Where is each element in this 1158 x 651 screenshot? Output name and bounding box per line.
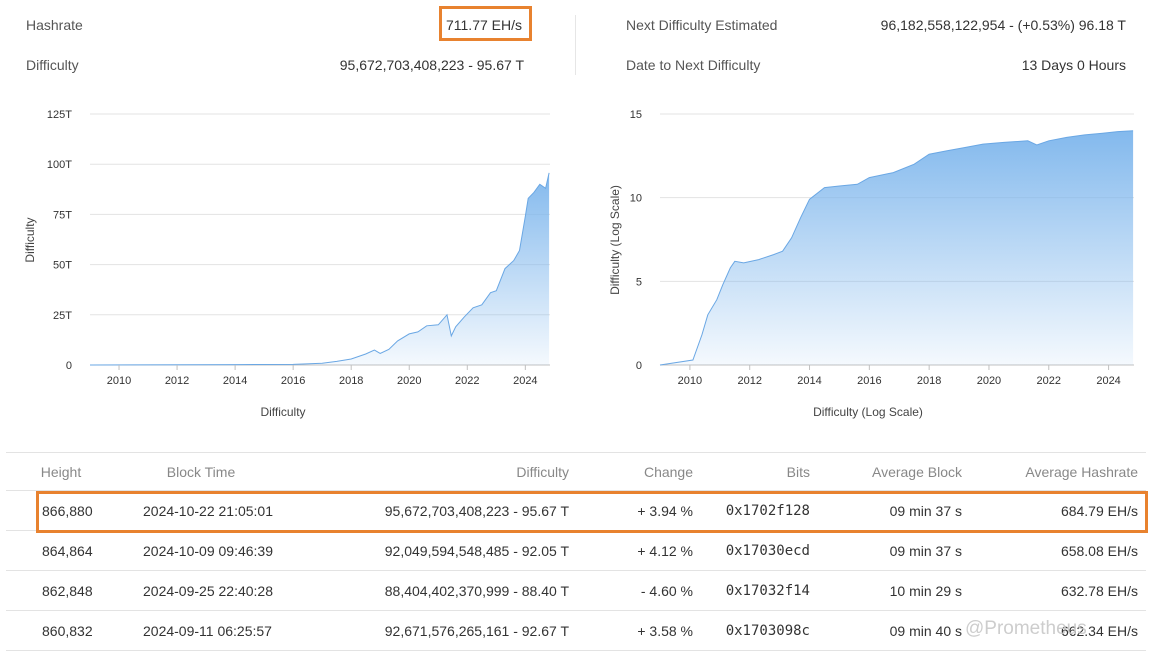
average-hashrate-cell: 658.08 EH/s bbox=[962, 530, 1146, 571]
stats-panel: Hashrate 711.77 EH/s Difficulty 95,672,7… bbox=[0, 0, 1158, 85]
bits-cell: 0x17030ecd bbox=[693, 530, 810, 571]
col-block-time[interactable]: Block Time bbox=[116, 452, 286, 491]
difficulty-line bbox=[89, 172, 550, 366]
block-time-cell: 2024-09-25 22:40:28 bbox=[116, 570, 286, 611]
x-tick-label: 2024 bbox=[1096, 375, 1120, 387]
x-tick-label: 2018 bbox=[339, 375, 363, 387]
difficulty-cell: 92,049,594,548,485 - 92.05 T bbox=[286, 530, 569, 571]
x-tick-label: 2022 bbox=[455, 375, 479, 387]
col-difficulty[interactable]: Difficulty bbox=[286, 452, 569, 491]
x-tick-label: 2024 bbox=[513, 375, 537, 387]
y-tick-label: 0 bbox=[636, 360, 642, 372]
table-row: 862,848 2024-09-25 22:40:28 88,404,402,370… bbox=[6, 570, 1146, 611]
y-tick-label: 0 bbox=[66, 360, 72, 372]
stats-divider bbox=[575, 15, 576, 75]
x-tick-label: 2012 bbox=[165, 375, 189, 387]
log-x-title: Difficulty (Log Scale) bbox=[813, 405, 923, 419]
col-average-block[interactable]: Average Block bbox=[810, 452, 962, 491]
table-row: 864,864 2024-10-09 09:46:39 92,049,594,548… bbox=[6, 530, 1146, 571]
x-tick-label: 2014 bbox=[223, 375, 247, 387]
x-tick-label: 2022 bbox=[1037, 375, 1061, 387]
x-tick-label: 2018 bbox=[917, 375, 941, 387]
date-next-label: Date to Next Difficulty bbox=[626, 57, 761, 73]
difficulty-x-title: Difficulty bbox=[260, 405, 305, 419]
next-difficulty-value: 96,182,558,122,954 - (+0.53%) 96.18 T bbox=[880, 17, 1126, 33]
change-cell: + 3.58 % bbox=[569, 610, 693, 651]
y-tick-label: 25T bbox=[53, 310, 72, 322]
bits-cell: 0x1703098c bbox=[693, 610, 810, 651]
difficulty-value: 95,672,703,408,223 - 95.67 T bbox=[339, 57, 524, 73]
difficulty-area bbox=[90, 172, 550, 365]
log-difficulty-area bbox=[660, 130, 1134, 365]
x-tick-label: 2020 bbox=[397, 375, 421, 387]
difficulty-y-title: Difficulty bbox=[23, 217, 37, 262]
average-hashrate-cell: 632.78 EH/s bbox=[962, 570, 1146, 611]
x-tick-label: 2014 bbox=[797, 375, 821, 387]
difficulty-chart: 2010 2012 2014 2016 2018 2020 2022 2024 0 25T 50T… bbox=[23, 109, 550, 419]
y-tick-label: 50T bbox=[53, 260, 72, 272]
block-height-link[interactable]: 862,848 bbox=[6, 570, 116, 611]
y-tick-label: 5 bbox=[636, 276, 642, 288]
x-tick-label: 2012 bbox=[737, 375, 761, 387]
x-tick-label: 2016 bbox=[281, 375, 305, 387]
average-block-cell: 10 min 29 s bbox=[810, 570, 962, 611]
difficulty-cell: 92,671,576,265,161 - 92.67 T bbox=[286, 610, 569, 651]
table-row: 866,880 2024-10-22 21:05:01 95,672,703,408… bbox=[6, 490, 1146, 531]
change-cell: + 3.94 % bbox=[569, 490, 693, 531]
col-change[interactable]: Change bbox=[569, 452, 693, 491]
average-block-cell: 09 min 37 s bbox=[810, 530, 962, 571]
y-tick-label: 15 bbox=[630, 109, 642, 121]
average-block-cell: 09 min 37 s bbox=[810, 490, 962, 531]
y-tick-label: 75T bbox=[53, 209, 72, 221]
average-hashrate-cell: 684.79 EH/s bbox=[962, 490, 1146, 531]
next-difficulty-label: Next Difficulty Estimated bbox=[626, 17, 778, 33]
col-bits[interactable]: Bits bbox=[693, 452, 810, 491]
difficulty-label: Difficulty bbox=[26, 57, 79, 73]
block-height-link[interactable]: 866,880 bbox=[6, 490, 116, 531]
hashrate-value: 711.77 EH/s bbox=[445, 17, 522, 33]
y-tick-label: 125T bbox=[47, 109, 72, 121]
block-time-cell: 2024-10-09 09:46:39 bbox=[116, 530, 286, 571]
block-height-link[interactable]: 860,832 bbox=[6, 610, 116, 651]
col-height[interactable]: Height bbox=[6, 452, 116, 491]
x-tick-label: 2016 bbox=[857, 375, 881, 387]
difficulty-table: Height Block Time Difficulty Change Bits… bbox=[6, 452, 1146, 651]
y-tick-label: 100T bbox=[47, 159, 72, 171]
change-cell: - 4.60 % bbox=[569, 570, 693, 611]
bits-cell: 0x1702f128 bbox=[693, 490, 810, 531]
block-time-cell: 2024-09-11 06:25:57 bbox=[116, 610, 286, 651]
hashrate-highlight bbox=[439, 6, 532, 41]
table-header-row: Height Block Time Difficulty Change Bits… bbox=[6, 452, 1146, 491]
block-height-link[interactable]: 864,864 bbox=[6, 530, 116, 571]
bits-cell: 0x17032f14 bbox=[693, 570, 810, 611]
row-highlight bbox=[36, 491, 1148, 533]
average-hashrate-cell: 662.34 EH/s bbox=[962, 610, 1146, 651]
log-difficulty-chart: 2010 2012 2014 2016 2018 2020 2022 2024 051015 … bbox=[608, 109, 1134, 419]
log-y-title: Difficulty (Log Scale) bbox=[608, 185, 622, 295]
difficulty-cell: 88,404,402,370,999 - 88.40 T bbox=[286, 570, 569, 611]
average-block-cell: 09 min 40 s bbox=[810, 610, 962, 651]
date-next-value: 13 Days 0 Hours bbox=[1021, 57, 1126, 73]
x-tick-label: 2020 bbox=[977, 375, 1001, 387]
hashrate-label: Hashrate bbox=[26, 17, 83, 33]
x-tick-label: 2010 bbox=[678, 375, 702, 387]
x-tick-label: 2010 bbox=[107, 375, 131, 387]
col-average-hashrate[interactable]: Average Hashrate bbox=[962, 452, 1146, 491]
log-difficulty-line bbox=[659, 130, 1134, 366]
watermark: @Prometheus bbox=[965, 618, 1087, 639]
table-row: 860,832 2024-09-11 06:25:57 92,671,576,265… bbox=[6, 610, 1146, 651]
y-tick-label: 10 bbox=[630, 193, 642, 205]
difficulty-cell: 95,672,703,408,223 - 95.67 T bbox=[286, 490, 569, 531]
change-cell: + 4.12 % bbox=[569, 530, 693, 571]
